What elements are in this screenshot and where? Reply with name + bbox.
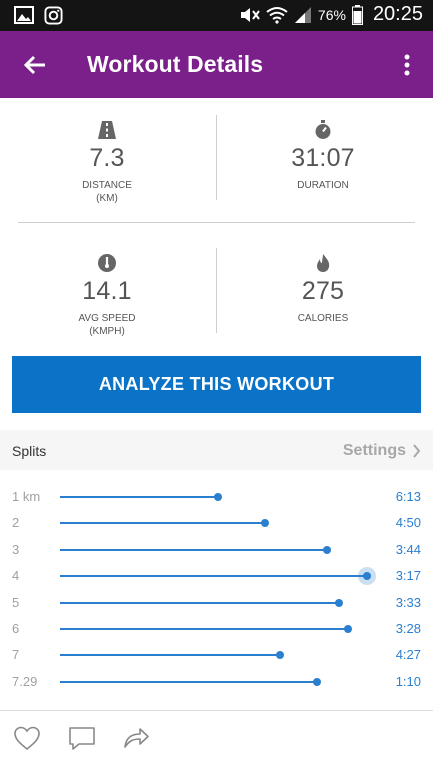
duration-value: 31:07	[291, 144, 355, 172]
split-pace-bar	[60, 575, 367, 577]
split-row: 6 3:28	[0, 616, 433, 642]
analyze-workout-button[interactable]: ANALYZE THIS WORKOUT	[12, 356, 421, 413]
chevron-right-icon	[413, 444, 421, 458]
split-km-label: 4	[12, 568, 20, 583]
split-row: 4 3:17	[0, 563, 433, 589]
heart-icon[interactable]	[12, 723, 42, 753]
split-time: 1:10	[395, 674, 421, 689]
calories-label: CALORIES	[297, 313, 349, 324]
comment-icon[interactable]	[67, 723, 97, 753]
calories-stat: 275 CALORIES	[228, 253, 418, 325]
distance-stat: 7.3 DISTANCE (KM)	[12, 120, 202, 205]
split-row: 3 3:44	[0, 537, 433, 563]
split-time: 6:13	[395, 489, 421, 504]
battery-percentage: 76%	[317, 6, 346, 23]
split-pace-bar	[60, 628, 348, 630]
split-time: 3:44	[395, 542, 421, 557]
split-pace-bar	[60, 602, 339, 604]
back-arrow-icon[interactable]	[20, 50, 50, 80]
split-time: 4:50	[395, 515, 421, 530]
avg-speed-stat: 14.1 AVG SPEED (KMPH)	[12, 253, 202, 338]
more-vert-icon[interactable]	[397, 50, 417, 80]
split-bar-track	[60, 572, 371, 580]
stat-divider	[216, 115, 217, 200]
distance-label: DISTANCE	[82, 180, 132, 191]
split-row: 7.29 1:10	[0, 669, 433, 695]
page-title: Workout Details	[87, 51, 264, 77]
split-pace-bar	[60, 654, 280, 656]
status-clock: 20:25	[372, 3, 423, 25]
split-km-label: 3	[12, 542, 20, 557]
stat-row-divider	[18, 222, 415, 223]
split-bar-track	[60, 546, 370, 554]
wifi-icon	[266, 6, 288, 24]
duration-label: DURATION	[297, 180, 349, 191]
settings-label: Settings	[342, 442, 406, 459]
split-row: 5 3:33	[0, 590, 433, 616]
split-km-label: 6	[12, 621, 20, 636]
split-row: 1 km 6:13	[0, 484, 433, 510]
split-km-label: 5	[12, 595, 20, 610]
split-pace-bar	[60, 496, 218, 498]
split-row: 7 4:27	[0, 642, 433, 668]
split-bar-track	[60, 493, 370, 501]
speedometer-icon	[98, 254, 116, 272]
split-pace-marker	[276, 651, 284, 659]
split-km-label: 1 km	[12, 489, 41, 504]
distance-value: 7.3	[89, 144, 125, 172]
split-row: 2 4:50	[0, 510, 433, 536]
split-bar-track	[60, 651, 370, 659]
split-pace-marker	[344, 625, 352, 633]
distance-unit: (KM)	[96, 193, 118, 204]
split-time: 3:28	[395, 621, 421, 636]
splits-header: Splits Settings	[0, 430, 433, 470]
split-pace-marker	[335, 599, 343, 607]
road-icon	[98, 121, 116, 139]
split-km-label: 7.29	[12, 674, 38, 689]
instagram-icon	[44, 6, 63, 25]
split-pace-marker	[313, 678, 321, 686]
share-icon[interactable]	[121, 723, 151, 753]
calories-value: 275	[301, 277, 345, 305]
signal-icon	[294, 6, 311, 23]
app-bar: Workout Details	[0, 31, 433, 98]
battery-icon	[351, 4, 363, 25]
split-km-label: 2	[12, 515, 20, 530]
flame-icon	[317, 254, 330, 272]
split-time: 4:27	[395, 647, 421, 662]
status-bar: 76% 20:25	[0, 0, 433, 31]
stopwatch-icon	[315, 120, 331, 139]
split-pace-marker	[323, 546, 331, 554]
split-pace-bar	[60, 681, 317, 683]
split-time: 3:33	[395, 595, 421, 610]
split-bar-track	[60, 599, 370, 607]
avg-speed-unit: (KMPH)	[89, 326, 125, 337]
mute-icon	[240, 7, 260, 22]
split-pace-marker	[363, 572, 371, 580]
split-bar-track	[60, 625, 370, 633]
split-pace-marker	[214, 493, 222, 501]
split-pace-bar	[60, 522, 265, 524]
stat-divider	[216, 248, 217, 333]
split-pace-bar	[60, 549, 327, 551]
split-pace-marker	[261, 519, 269, 527]
avg-speed-value: 14.1	[82, 277, 132, 305]
gallery-icon	[14, 6, 34, 24]
avg-speed-label: AVG SPEED	[78, 313, 136, 324]
split-bar-track	[60, 519, 370, 527]
bottom-divider	[0, 710, 433, 711]
duration-stat: 31:07 DURATION	[228, 120, 418, 192]
splits-title: Splits	[12, 443, 47, 459]
split-bar-track	[60, 678, 370, 686]
split-km-label: 7	[12, 647, 20, 662]
split-time: 3:17	[395, 568, 421, 583]
splits-settings-link[interactable]: Settings	[343, 442, 421, 460]
